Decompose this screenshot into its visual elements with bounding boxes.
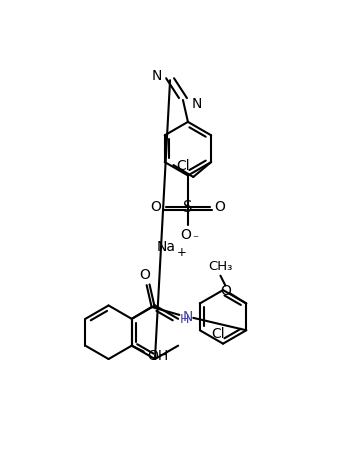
Text: O: O xyxy=(180,228,192,242)
Text: H: H xyxy=(180,313,189,326)
Text: +: + xyxy=(177,246,187,260)
Text: N: N xyxy=(192,97,202,111)
Text: O: O xyxy=(220,284,231,297)
Text: O: O xyxy=(151,200,162,214)
Text: S: S xyxy=(183,200,193,215)
Text: N: N xyxy=(152,69,162,83)
Text: N: N xyxy=(182,310,193,324)
Text: CH₃: CH₃ xyxy=(208,260,233,273)
Text: Cl: Cl xyxy=(211,327,225,341)
Text: Na: Na xyxy=(157,240,176,254)
Text: OH: OH xyxy=(147,348,168,362)
Text: ⁻: ⁻ xyxy=(192,234,198,246)
Text: O: O xyxy=(139,268,150,282)
Text: O: O xyxy=(214,200,225,214)
Text: Cl: Cl xyxy=(176,159,189,173)
